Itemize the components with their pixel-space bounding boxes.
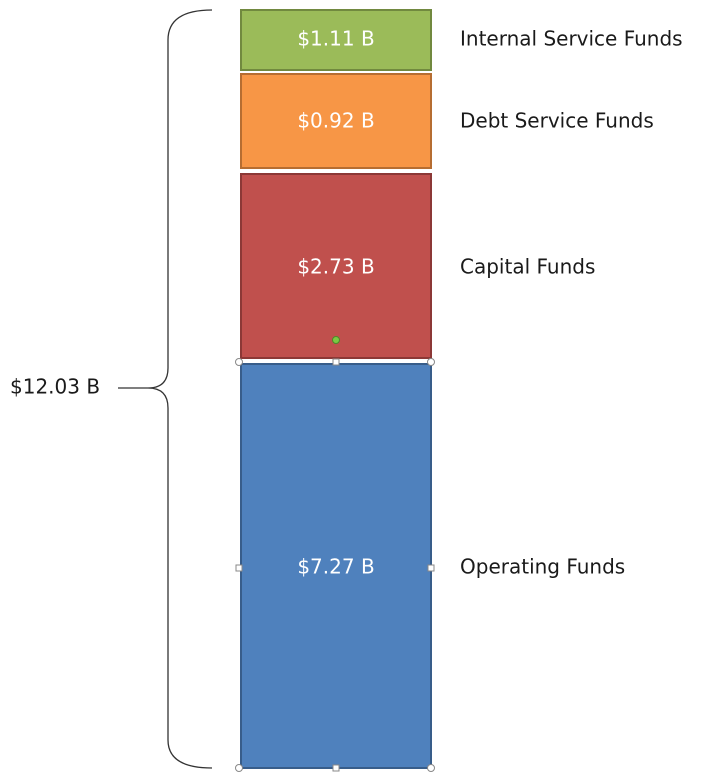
block-label: Debt Service Funds	[460, 109, 654, 133]
block-label: Operating Funds	[460, 555, 625, 579]
brace	[147, 9, 213, 769]
block	[240, 173, 432, 359]
block-label: Capital Funds	[460, 255, 595, 279]
block	[240, 73, 432, 169]
block-value: $7.27 B	[297, 555, 374, 579]
block-value: $0.92 B	[297, 109, 374, 133]
total-label: $12.03 B	[10, 375, 100, 399]
block-value: $1.11 B	[297, 27, 374, 51]
block	[240, 9, 432, 71]
rotate-handle	[332, 336, 340, 344]
block-value: $2.73 B	[297, 255, 374, 279]
block-label: Internal Service Funds	[460, 27, 683, 51]
